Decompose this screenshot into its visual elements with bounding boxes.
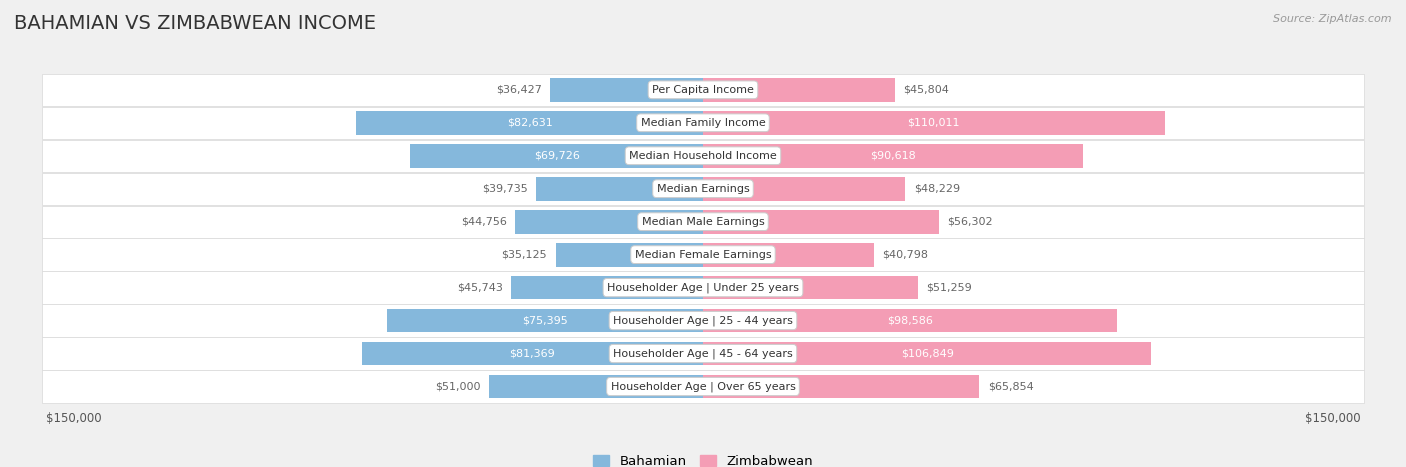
Bar [550,78,703,102]
Bar [387,309,703,333]
Bar [42,370,1364,403]
Text: $75,395: $75,395 [522,316,568,325]
Bar [42,205,1364,238]
Text: $81,369: $81,369 [509,348,555,359]
Bar [42,140,1364,172]
Text: $48,229: $48,229 [914,184,960,194]
Text: $51,000: $51,000 [434,382,481,391]
Legend: Bahamian, Zimbabwean: Bahamian, Zimbabwean [588,450,818,467]
Text: $39,735: $39,735 [482,184,527,194]
Text: $56,302: $56,302 [948,217,993,226]
Text: Householder Age | Over 65 years: Householder Age | Over 65 years [610,381,796,392]
Bar [361,342,703,365]
Bar [703,243,875,267]
Text: Source: ZipAtlas.com: Source: ZipAtlas.com [1274,14,1392,24]
Bar [42,337,1364,370]
Text: $51,259: $51,259 [927,283,972,293]
Text: $82,631: $82,631 [506,118,553,128]
Bar [703,375,980,398]
Bar [703,342,1152,365]
Text: Median Female Earnings: Median Female Earnings [634,250,772,260]
Bar [42,271,1364,304]
Bar [703,177,905,201]
Text: $106,849: $106,849 [901,348,953,359]
Bar [703,210,939,234]
Bar [703,78,896,102]
Bar [555,243,703,267]
Bar [411,144,703,168]
Text: $36,427: $36,427 [496,85,541,95]
Bar [489,375,703,398]
Bar [42,173,1364,205]
Text: $45,743: $45,743 [457,283,503,293]
Text: Median Earnings: Median Earnings [657,184,749,194]
Text: Householder Age | 25 - 44 years: Householder Age | 25 - 44 years [613,315,793,326]
Bar [42,239,1364,271]
Text: $35,125: $35,125 [502,250,547,260]
Text: $65,854: $65,854 [987,382,1033,391]
Bar [703,144,1083,168]
Text: Median Household Income: Median Household Income [628,151,778,161]
Bar [42,304,1364,337]
Text: Median Male Earnings: Median Male Earnings [641,217,765,226]
Text: BAHAMIAN VS ZIMBABWEAN INCOME: BAHAMIAN VS ZIMBABWEAN INCOME [14,14,375,33]
Text: Householder Age | Under 25 years: Householder Age | Under 25 years [607,283,799,293]
Text: $90,618: $90,618 [870,151,915,161]
Text: Median Family Income: Median Family Income [641,118,765,128]
Text: $44,756: $44,756 [461,217,506,226]
Text: $45,804: $45,804 [904,85,949,95]
Text: Householder Age | 45 - 64 years: Householder Age | 45 - 64 years [613,348,793,359]
Text: $110,011: $110,011 [907,118,960,128]
Bar [536,177,703,201]
Bar [42,106,1364,139]
Bar [515,210,703,234]
Bar [510,276,703,299]
Text: $69,726: $69,726 [534,151,579,161]
Text: Per Capita Income: Per Capita Income [652,85,754,95]
Bar [356,111,703,134]
Bar [42,74,1364,106]
Bar [703,111,1164,134]
Text: $40,798: $40,798 [883,250,928,260]
Text: $98,586: $98,586 [887,316,932,325]
Bar [703,309,1116,333]
Bar [703,276,918,299]
